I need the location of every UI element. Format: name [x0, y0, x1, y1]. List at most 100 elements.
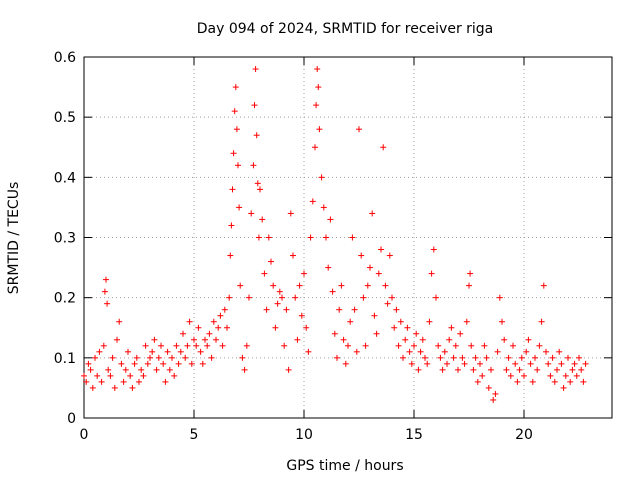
x-axis-title: GPS time / hours — [286, 458, 403, 474]
data-point — [479, 372, 486, 379]
data-point — [380, 144, 387, 151]
data-point — [422, 354, 428, 361]
data-point — [512, 360, 519, 367]
data-point — [389, 294, 395, 301]
data-point — [578, 366, 585, 373]
data-point — [204, 342, 211, 349]
data-point — [402, 336, 409, 343]
data-point — [98, 378, 105, 385]
data-point — [551, 378, 558, 385]
data-point — [467, 270, 474, 277]
data-point — [430, 246, 437, 253]
grid-lines — [84, 57, 612, 418]
y-tick-label: 0 — [67, 411, 76, 427]
data-point — [127, 372, 134, 379]
data-point — [274, 300, 281, 307]
data-point — [206, 330, 213, 337]
data-point — [195, 324, 202, 331]
data-point — [384, 300, 391, 307]
data-point — [263, 306, 270, 313]
data-point — [353, 348, 360, 355]
data-point — [239, 354, 246, 361]
y-tick-label: 0.5 — [54, 110, 76, 126]
data-point — [309, 198, 316, 205]
y-tick-label: 0.3 — [54, 231, 76, 247]
y-tick-label: 0.1 — [54, 351, 76, 367]
data-point — [182, 354, 189, 361]
data-point — [226, 294, 233, 301]
data-point — [105, 366, 112, 373]
data-point — [166, 366, 173, 373]
x-tick-label: 0 — [80, 427, 89, 443]
data-point — [162, 378, 169, 385]
data-point — [144, 360, 151, 367]
data-point — [505, 354, 512, 361]
data-point — [417, 348, 424, 355]
data-point — [257, 186, 263, 193]
data-point — [514, 378, 521, 385]
data-point — [243, 342, 250, 349]
data-point — [283, 306, 290, 313]
data-point — [265, 234, 272, 241]
data-point — [217, 312, 224, 319]
data-point — [254, 180, 261, 187]
y-axis-title: SRMTID / TECUs — [6, 182, 22, 295]
data-point — [488, 366, 494, 373]
data-point — [199, 360, 206, 367]
data-point — [171, 372, 178, 379]
data-point — [538, 318, 545, 325]
data-point — [228, 222, 235, 229]
data-point — [481, 342, 488, 349]
data-point — [452, 342, 459, 349]
data-point — [367, 264, 373, 271]
data-point — [155, 354, 162, 361]
data-point — [255, 234, 262, 241]
data-point — [492, 390, 499, 397]
data-point — [118, 360, 125, 367]
data-point — [261, 270, 268, 277]
data-point — [252, 66, 259, 73]
data-point — [215, 324, 222, 331]
data-point — [136, 378, 142, 385]
data-point — [202, 336, 208, 343]
data-point — [279, 294, 285, 301]
data-point — [576, 354, 582, 361]
data-point — [276, 288, 283, 295]
data-point — [466, 282, 472, 289]
data-point — [307, 234, 314, 241]
data-point — [477, 360, 483, 367]
data-point — [114, 336, 120, 343]
data-point — [329, 288, 336, 295]
data-point — [107, 372, 114, 379]
data-point — [424, 360, 431, 367]
data-point — [565, 354, 571, 361]
data-point — [516, 366, 523, 373]
data-point — [523, 348, 530, 355]
data-point — [395, 342, 402, 349]
data-point — [188, 360, 195, 367]
data-point — [437, 354, 444, 361]
data-point — [184, 342, 191, 349]
data-point — [338, 282, 345, 289]
data-point — [382, 282, 389, 289]
data-point — [364, 282, 371, 289]
data-point — [525, 336, 532, 343]
data-point — [140, 372, 147, 379]
data-point — [323, 234, 329, 241]
data-point — [229, 186, 236, 193]
data-point — [554, 366, 560, 373]
data-point — [100, 342, 107, 349]
data-point — [419, 336, 426, 343]
data-point — [375, 270, 382, 277]
data-point — [125, 348, 131, 355]
data-point — [529, 378, 536, 385]
data-point — [496, 294, 503, 301]
data-point — [503, 366, 510, 373]
data-point — [411, 342, 417, 349]
data-point — [499, 318, 505, 325]
data-point — [444, 360, 450, 367]
data-point — [233, 126, 240, 133]
data-point — [536, 342, 543, 349]
data-point — [312, 144, 318, 151]
data-point — [241, 366, 248, 373]
